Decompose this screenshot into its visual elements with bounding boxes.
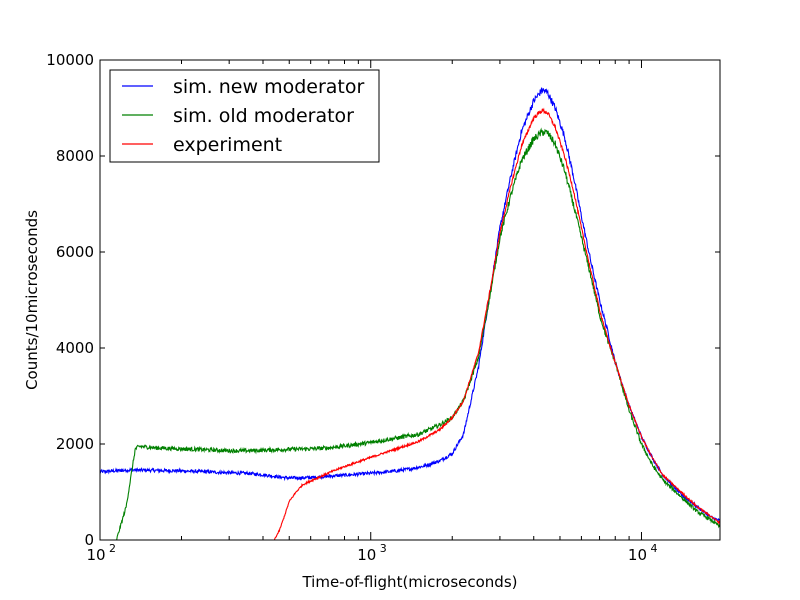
y-axis-label: Counts/10microseconds <box>23 210 41 390</box>
series-group <box>100 87 720 540</box>
y-tick-label: 4000 <box>56 339 94 357</box>
y-tick-label: 8000 <box>56 147 94 165</box>
x-tick-label-exponent: 3 <box>380 542 387 555</box>
y-tick-label: 6000 <box>56 243 94 261</box>
legend: sim. new moderator sim. old moderator expe… <box>109 69 380 163</box>
plot-area-frame <box>99 59 721 541</box>
x-tick-label-exponent: 2 <box>109 542 116 555</box>
x-tick-label: 10 <box>86 546 105 564</box>
series-line-3 <box>272 107 720 540</box>
legend-box <box>109 69 380 163</box>
y-tick-label: 10000 <box>46 51 94 69</box>
y-tick-label: 0 <box>84 531 94 549</box>
legend-label-3: experiment <box>173 134 282 156</box>
x-tick-label-exponent: 4 <box>650 542 657 555</box>
x-tick-label: 10 <box>628 546 647 564</box>
legend-label-2: sim. old moderator <box>173 105 354 127</box>
x-tick-label: 10 <box>357 546 376 564</box>
x-axis-label: Time-of-flight(microseconds) <box>301 573 517 591</box>
y-tick-label: 2000 <box>56 435 94 453</box>
legend-label-1: sim. new moderator <box>173 76 364 98</box>
